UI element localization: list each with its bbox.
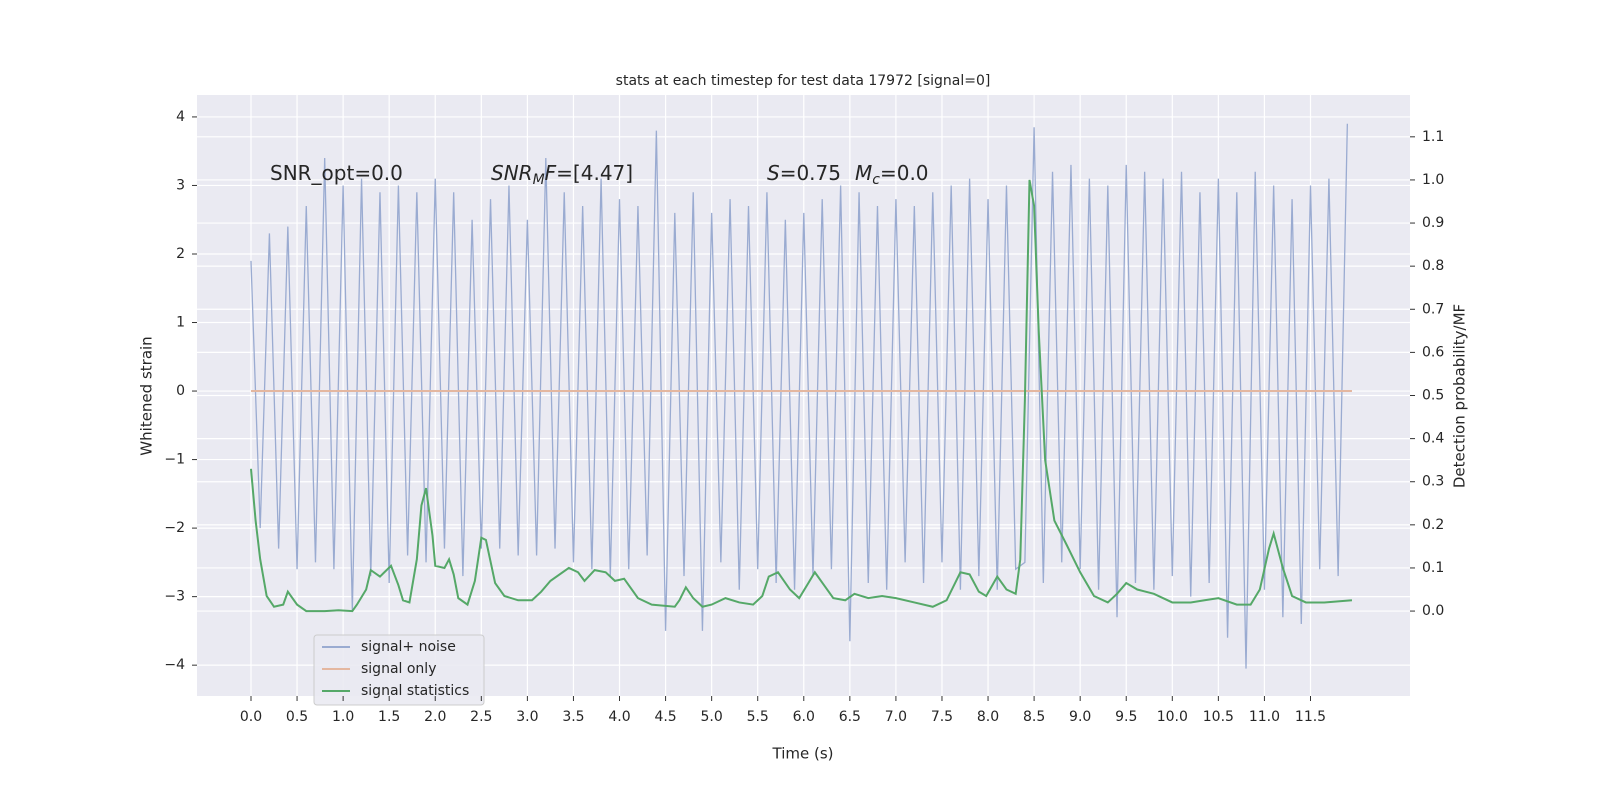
x-tick-label: 8.0 [977,709,999,725]
annotation-text: SNR [491,161,533,185]
y2-tick-label: 0.5 [1422,388,1444,404]
y2-tick-label: 0.1 [1422,560,1444,576]
series-line [250,123,1348,669]
y2-tick-label: 0.0 [1422,603,1444,619]
y-tick-label: 3 [176,177,185,193]
y2-tick-label: 0.2 [1422,517,1444,533]
chart-title: stats at each timestep for test data 179… [616,73,991,89]
series-line [249,179,1353,613]
legend-label: signal only [361,661,436,677]
x-tick-label: 3.5 [562,709,584,725]
legend-label: signal statistics [361,683,469,699]
x-tick-label: 9.0 [1069,709,1091,725]
annotation: SNRMF=[4.47] [491,161,633,188]
x-tick-label: 11.0 [1249,709,1280,725]
annotation-text: F [545,161,557,185]
x-tick-label: 6.0 [793,709,815,725]
x-tick-label: 0.5 [286,709,308,725]
annotation-text: =0.75 [780,161,841,185]
y2-tick-label: 1.0 [1422,172,1444,188]
y2-tick-label: 0.8 [1422,258,1444,274]
x-tick-label: 0.0 [240,709,262,725]
marks [249,123,1353,669]
x-tick-label: 5.5 [747,709,769,725]
x-tick-label: 4.5 [654,709,676,725]
annotation: SNR_opt=0.0 [270,161,403,185]
x-tick-label: 2.5 [470,709,492,725]
y-tick-label: −1 [164,452,185,468]
annotation: S=0.75 Mc=0.0 [767,161,929,188]
x-tick-label: 4.0 [608,709,630,725]
annotation-text: M [855,161,872,185]
annotation-text: S [767,161,780,185]
y-tick-label: −4 [164,657,185,673]
x-tick-label: 8.5 [1023,709,1045,725]
annotation-text: =[4.47] [556,161,633,185]
legend-box [313,634,485,706]
x-tick-label: 7.5 [931,709,953,725]
y2-tick-label: 1.1 [1422,129,1444,145]
y2-tick-label: 0.6 [1422,344,1444,360]
legend-label: signal+ noise [361,639,456,655]
x-tick-label: 1.0 [332,709,354,725]
y-tick-label: 1 [176,315,185,331]
x-tick-label: 3.0 [516,709,538,725]
y2-axis-label: Detection probability/MF [1451,304,1469,488]
annotation-text: SNR_opt=0.0 [270,161,403,185]
y-tick-label: −2 [164,520,185,536]
y2-tick-label: 0.4 [1422,431,1444,447]
y2-tick-label: 0.9 [1422,215,1444,231]
x-tick-label: 11.5 [1295,709,1326,725]
x-tick-label: 1.5 [378,709,400,725]
y2-tick-label: 0.3 [1422,474,1444,490]
y-axis-label: Whitened strain [138,336,156,455]
x-tick-label: 6.5 [839,709,861,725]
x-tick-label: 5.0 [701,709,723,725]
annotation-text: =0.0 [880,161,929,185]
y-tick-label: 4 [176,109,185,125]
x-tick-label: 9.5 [1115,709,1137,725]
y-tick-label: 0 [176,383,185,399]
y2-tick-label: 0.7 [1422,301,1444,317]
y-tick-label: 2 [176,246,185,262]
x-tick-label: 2.0 [424,709,446,725]
annotation-sub: M [533,172,545,188]
x-axis-label: Time (s) [772,745,834,763]
legend: signal+ noise signal only signal statistic… [313,634,485,706]
x-tick-label: 7.0 [885,709,907,725]
annotation-sub: c [872,172,880,188]
y-tick-label: −3 [164,589,185,605]
x-tick-label: 10.0 [1157,709,1188,725]
x-tick-label: 10.5 [1203,709,1234,725]
